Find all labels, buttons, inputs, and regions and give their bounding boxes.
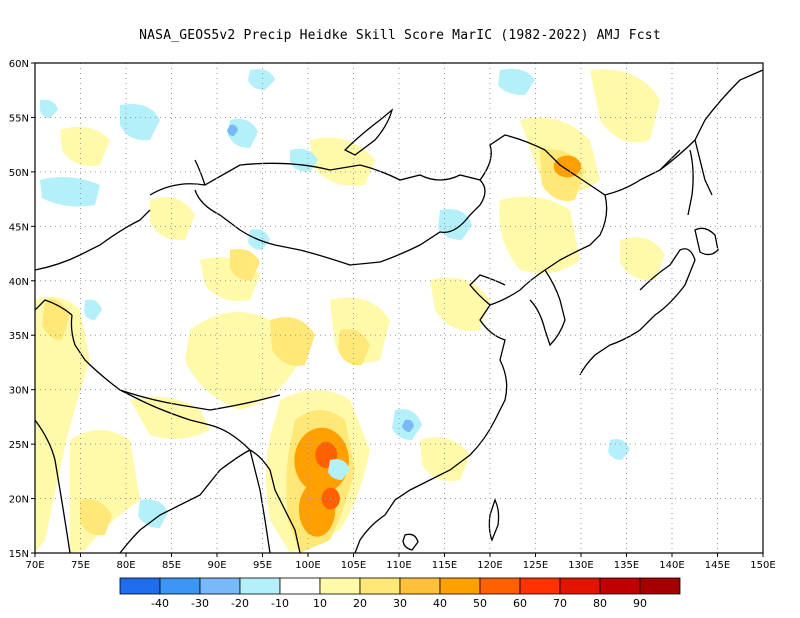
colorbar-swatch-3 (239, 577, 281, 595)
lon-label-110E: 110E (386, 560, 411, 571)
skill-field-light-cyan (40, 68, 630, 528)
lon-label-130E: 130E (568, 560, 593, 571)
lat-label-15N: 15N (9, 549, 29, 560)
colorbar-swatch-1 (159, 577, 201, 595)
colorbar-labels: -40 -30 -20 -10 10 20 30 40 50 60 70 80 90 (151, 597, 647, 610)
lon-label-80E: 80E (116, 560, 135, 571)
colorbar (119, 577, 681, 595)
colorbar-swatch-4 (279, 577, 321, 595)
latitude-labels: 15N 20N 25N 30N 35N 40N 45N 50N 55N 60N (9, 59, 29, 560)
colorbar-label-0: -40 (151, 597, 169, 610)
lon-label-105E: 105E (341, 560, 366, 571)
longitude-labels: 70E 75E 80E 85E 90E 95E 100E 105E 110E 115E 120E 12… (25, 560, 775, 571)
colorbar-label-12: 90 (633, 597, 647, 610)
lon-label-75E: 75E (71, 560, 90, 571)
colorbar-swatch-10 (519, 577, 561, 595)
coastlines-and-borders (35, 69, 763, 553)
lon-label-70E: 70E (25, 560, 44, 571)
colorbar-swatch-13 (639, 577, 681, 595)
colorbar-label-3: -10 (271, 597, 289, 610)
colorbar-swatch-7 (399, 577, 441, 595)
lat-label-30N: 30N (9, 386, 29, 397)
colorbar-label-4: 10 (313, 597, 327, 610)
map-title: NASA_GEOS5v2 Precip Heidke Skill Score M… (139, 28, 661, 43)
colorbar-label-6: 30 (393, 597, 407, 610)
colorbar-label-2: -20 (231, 597, 249, 610)
skill-region-4 (553, 155, 581, 178)
colorbar-swatch-11 (559, 577, 601, 595)
colorbar-swatch-2 (199, 577, 241, 595)
lon-label-150E: 150E (750, 560, 775, 571)
lat-label-25N: 25N (9, 440, 29, 451)
colorbar-label-9: 60 (513, 597, 527, 610)
colorbar-label-7: 40 (433, 597, 447, 610)
lat-label-40N: 40N (9, 277, 29, 288)
colorbar-swatch-0 (119, 577, 161, 595)
grid-lines (31, 62, 764, 557)
lat-label-35N: 35N (9, 331, 29, 342)
lon-label-90E: 90E (207, 560, 226, 571)
skill-field-blue (227, 124, 414, 432)
colorbar-swatch-9 (479, 577, 521, 595)
lon-label-145E: 145E (705, 560, 730, 571)
lon-label-140E: 140E (659, 560, 684, 571)
colorbar-label-5: 20 (353, 597, 367, 610)
lat-label-50N: 50N (9, 168, 29, 179)
lon-label-120E: 120E (477, 560, 502, 571)
lon-label-100E: 100E (295, 560, 320, 571)
lat-label-60N: 60N (9, 59, 29, 70)
lon-label-85E: 85E (162, 560, 181, 571)
colorbar-swatch-12 (599, 577, 641, 595)
map-frame (34, 62, 764, 554)
lat-label-20N: 20N (9, 495, 29, 506)
lon-label-125E: 125E (523, 560, 548, 571)
lat-label-45N: 45N (9, 222, 29, 233)
colorbar-label-10: 70 (553, 597, 567, 610)
lon-label-135E: 135E (614, 560, 639, 571)
colorbar-swatch-8 (439, 577, 481, 595)
lon-label-95E: 95E (253, 560, 272, 571)
colorbar-swatch-5 (319, 577, 361, 595)
colorbar-label-1: -30 (191, 597, 209, 610)
lat-label-55N: 55N (9, 113, 29, 124)
colorbar-label-11: 80 (593, 597, 607, 610)
colorbar-swatch-6 (359, 577, 401, 595)
lon-label-115E: 115E (432, 560, 457, 571)
colorbar-label-8: 50 (473, 597, 487, 610)
